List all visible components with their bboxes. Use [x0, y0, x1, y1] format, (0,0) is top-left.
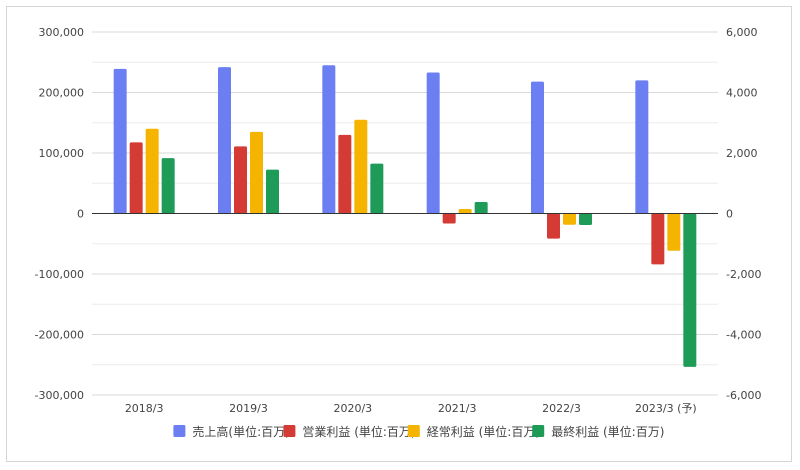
left-axis-tick-label: -200,000 [35, 329, 84, 342]
x-axis-tick-label: 2022/3 [542, 402, 581, 415]
left-axis-tick-label: 200,000 [39, 87, 85, 100]
x-axis-tick-label: 2019/3 [229, 402, 268, 415]
bar [531, 81, 544, 214]
legend-label: 経常利益 (単位:百万) [427, 424, 540, 439]
bar [458, 208, 472, 214]
bar [338, 134, 352, 214]
left-axis-tick-label: 0 [77, 208, 84, 221]
right-axis-tick-label: -6,000 [726, 389, 761, 402]
bar [547, 213, 560, 239]
legend-label: 営業利益 (単位:百万) [302, 424, 415, 439]
bar [354, 119, 368, 214]
right-axis-tick-label: 2,000 [726, 147, 758, 160]
bar [234, 146, 247, 214]
bar [579, 213, 592, 225]
bar [266, 169, 279, 214]
left-axis-tick-label: 100,000 [39, 147, 85, 160]
legend-swatch [283, 425, 296, 437]
right-axis-tick-label: 0 [726, 208, 733, 221]
legend-label: 売上高(単位:百万) [192, 424, 289, 439]
legend-swatch [532, 425, 545, 437]
bar [113, 68, 127, 214]
bar [161, 158, 175, 214]
right-axis-tick-label: 4,000 [726, 87, 758, 100]
left-axis-tick-label: -100,000 [35, 268, 84, 281]
bar [474, 202, 488, 214]
bar [145, 128, 159, 214]
legend-swatch [407, 425, 420, 437]
right-axis-tick-label: -4,000 [726, 329, 761, 342]
bar [218, 67, 231, 214]
right-axis-tick-label: 6,000 [726, 26, 758, 39]
bar [370, 163, 384, 214]
bar [129, 142, 143, 214]
x-axis-tick-label: 2020/3 [333, 402, 372, 415]
bar [322, 65, 336, 214]
bar [667, 213, 681, 251]
bar [651, 213, 665, 265]
bar [683, 213, 697, 367]
bar [442, 213, 456, 224]
x-axis-tick-label: 2018/3 [125, 402, 164, 415]
legend-label: 最終利益 (単位:百万) [551, 424, 664, 439]
right-axis-tick-label: -2,000 [726, 268, 761, 281]
x-axis-tick-label: 2023/3 (予) [635, 402, 697, 415]
x-axis-tick-label: 2021/3 [438, 402, 477, 415]
left-axis-tick-label: -300,000 [35, 389, 84, 402]
bar [635, 80, 649, 214]
bar [426, 72, 440, 214]
legend-swatch [173, 425, 186, 437]
left-axis-tick-label: 300,000 [39, 26, 85, 39]
bar [250, 131, 263, 214]
bar [563, 213, 576, 225]
